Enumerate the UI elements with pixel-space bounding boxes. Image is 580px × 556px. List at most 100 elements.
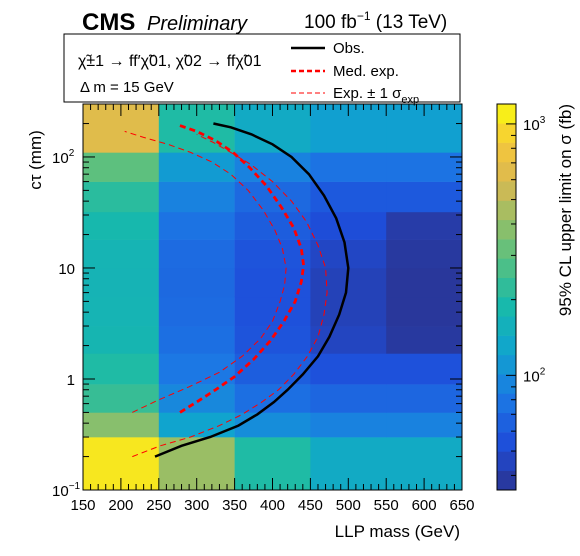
x-tick-label: 400 <box>260 497 285 514</box>
heatmap-cell <box>386 326 463 354</box>
heatmap-cell <box>158 211 235 240</box>
color-scale-label: 95% CL upper limit on σ (fb) <box>556 104 575 316</box>
heatmap-cell <box>310 384 387 413</box>
heatmap-cell <box>234 181 311 213</box>
heatmap-cell <box>310 296 387 327</box>
color-scale-border <box>496 103 517 491</box>
x-axis-label: LLP mass (GeV) <box>335 522 460 541</box>
color-scale-step <box>497 374 516 394</box>
y-tick-label: 1 <box>67 372 75 389</box>
legend-process: χ̃±1 → ff′χ̃01, χ̃02 → ffχ̃01 <box>78 53 262 70</box>
heatmap-cell <box>83 384 160 413</box>
color-scale-step <box>497 181 516 201</box>
heatmap-cell <box>83 296 160 327</box>
color-scale <box>496 103 517 491</box>
heatmap-cell <box>158 384 235 413</box>
x-tick-label: 600 <box>412 497 437 514</box>
heatmap-cells <box>83 104 463 491</box>
legend-obs-label: Obs. <box>333 40 365 57</box>
legend-delta-m: Δ m = 15 GeV <box>80 79 174 96</box>
legend-band-label: Exp. ± 1 σexp <box>333 85 419 106</box>
color-scale-step <box>497 200 516 221</box>
status-label: Preliminary <box>147 13 248 35</box>
heatmap-cell <box>386 412 463 438</box>
x-tick-label: 300 <box>184 497 209 514</box>
heatmap-cell <box>83 211 160 240</box>
heatmap-cell <box>234 384 311 413</box>
heatmap-cell <box>158 267 235 298</box>
experiment-label: CMS <box>82 9 135 36</box>
median-expected-line <box>177 123 306 414</box>
heatmap-cell <box>310 181 387 213</box>
y-tick-label: 10 <box>58 261 75 278</box>
x-tick-label: 250 <box>146 497 171 514</box>
x-tick-label: 500 <box>336 497 361 514</box>
heatmap-cell <box>234 326 311 354</box>
heatmap-cell <box>83 181 160 213</box>
heatmap-cell <box>234 152 311 182</box>
heatmap-cell <box>234 239 311 269</box>
color-scale-step <box>497 470 516 491</box>
color-scale-step <box>497 123 516 143</box>
lumi-label: 100 fb−1 (13 TeV) <box>304 9 447 33</box>
x-tick-label: 200 <box>108 497 133 514</box>
heatmap-cell <box>158 296 235 327</box>
heatmap-cell <box>386 152 463 182</box>
heatmap-cell <box>310 412 387 438</box>
legend-med-label: Med. exp. <box>333 63 399 80</box>
observed-limit-line <box>154 122 350 458</box>
heatmap-cell <box>234 296 311 327</box>
heatmap-cell <box>83 267 160 298</box>
color-scale-step <box>497 335 516 356</box>
heatmap-cell <box>83 326 160 354</box>
color-scale-tick-label: 103 <box>523 115 546 134</box>
heatmap-cell <box>386 181 463 213</box>
color-scale-step <box>497 142 516 163</box>
heatmap-cell <box>386 353 463 385</box>
color-scale-step <box>497 161 516 182</box>
heatmap-cell <box>158 181 235 213</box>
heatmap-cell <box>386 296 463 327</box>
heatmap-cell <box>386 239 463 269</box>
heatmap-cell <box>83 239 160 269</box>
color-scale-step <box>497 412 516 433</box>
expected-band-line <box>132 133 328 458</box>
heatmap-cell <box>158 326 235 354</box>
heatmap-cell <box>310 152 387 182</box>
color-scale-step <box>497 354 516 375</box>
heatmap-cell <box>158 412 235 438</box>
limit-curves <box>124 122 350 458</box>
heatmap-cell <box>310 353 387 385</box>
x-tick-label: 550 <box>374 497 399 514</box>
heatmap-cell <box>234 412 311 438</box>
color-scale-step <box>497 219 516 240</box>
color-scale-step <box>497 277 516 298</box>
color-scale-ticks: 102 103 <box>506 115 546 476</box>
heatmap-cell <box>83 412 160 438</box>
color-scale-tick-label: 102 <box>523 366 546 385</box>
heatmap-cell <box>386 211 463 240</box>
x-tick-label: 150 <box>70 497 95 514</box>
heatmap-cell <box>386 267 463 298</box>
heatmap-cell <box>83 353 160 385</box>
heatmap-cell <box>83 152 160 182</box>
legend-box <box>63 33 461 103</box>
heatmap-cell <box>310 211 387 240</box>
color-scale-step <box>497 393 516 414</box>
x-tick-label: 650 <box>449 497 474 514</box>
x-tick-label: 350 <box>222 497 247 514</box>
expected-band-line <box>124 130 287 413</box>
y-axis-label: cτ (mm) <box>26 130 45 190</box>
y-tick-label: 10−1 <box>52 481 81 500</box>
legend: χ̃±1 → ff′χ̃01, χ̃02 → ffχ̃01 Δ m = 15 G… <box>63 33 461 106</box>
color-scale-step <box>497 297 516 317</box>
y-tick-label: 102 <box>52 148 75 167</box>
color-scale-step <box>497 104 516 124</box>
heatmap-cell <box>158 152 235 182</box>
y-axis-ticks: 10−1 1 10 102 <box>52 103 462 500</box>
color-scale-step <box>497 316 516 336</box>
heatmap-cell <box>158 353 235 385</box>
color-scale-step <box>497 451 516 471</box>
color-scale-step <box>497 432 516 452</box>
